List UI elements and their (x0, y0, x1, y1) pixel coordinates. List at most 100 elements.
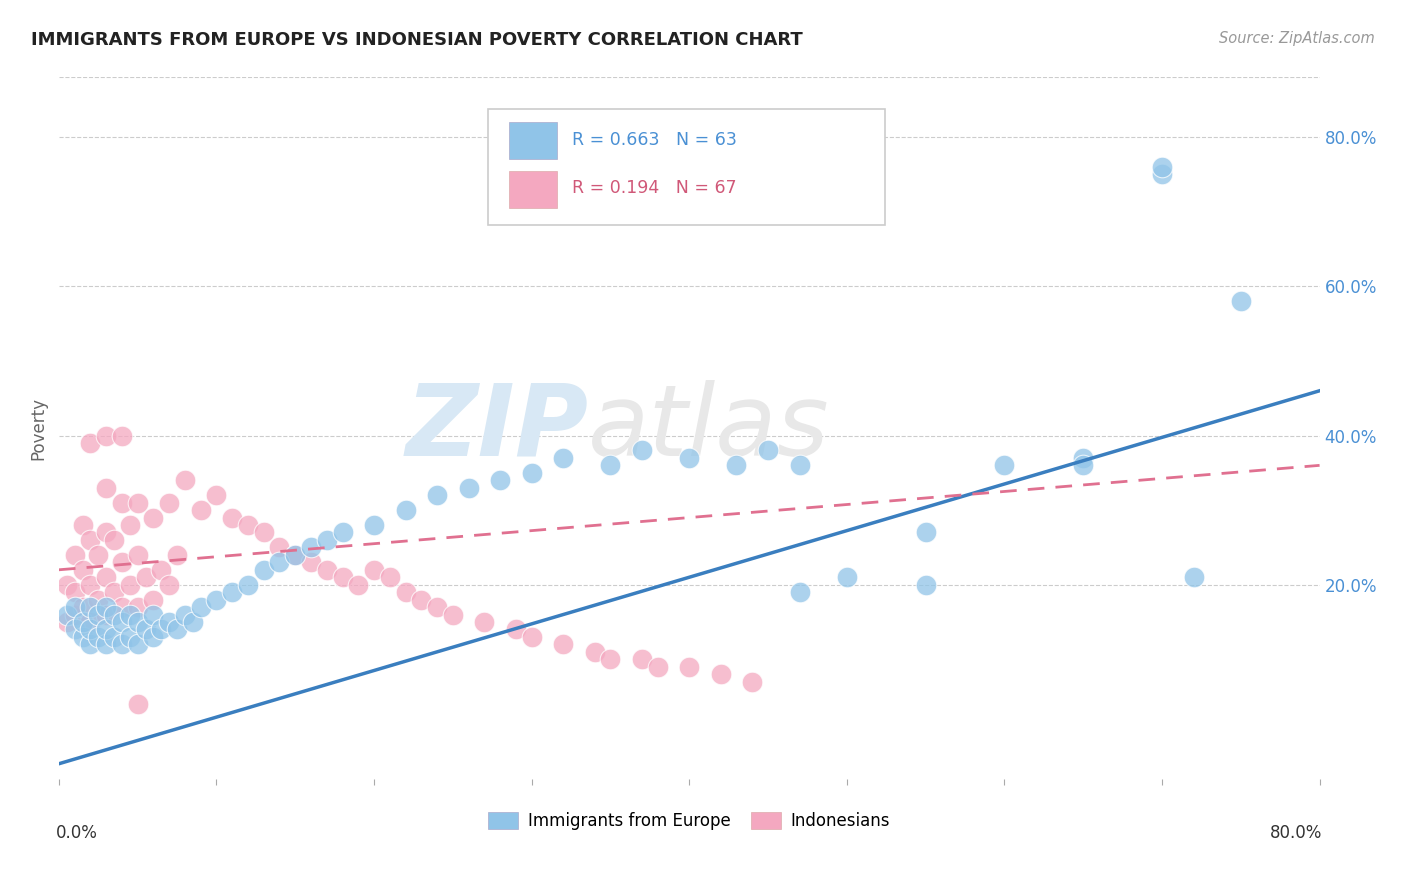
FancyBboxPatch shape (488, 109, 884, 225)
Point (394, 503, 416, 517)
Point (127, 548, 149, 562)
Point (142, 510, 165, 524)
Text: R = 0.194   N = 67: R = 0.194 N = 67 (572, 179, 737, 197)
Point (253, 525, 276, 540)
Point (520, 466, 543, 480)
Text: 80.0%: 80.0% (1270, 824, 1322, 842)
Text: 0.0%: 0.0% (56, 824, 98, 842)
Point (710, 667, 733, 681)
Point (142, 630, 165, 644)
Legend: Immigrants from Europe, Indonesians: Immigrants from Europe, Indonesians (481, 805, 897, 837)
Point (157, 615, 180, 629)
Point (79, 600, 101, 615)
Point (94, 525, 117, 540)
Point (363, 563, 385, 577)
Point (236, 518, 259, 533)
Point (269, 541, 291, 555)
Point (79, 533, 101, 547)
Point (135, 623, 157, 637)
Point (599, 652, 621, 666)
Point (315, 563, 337, 577)
Point (72, 563, 94, 577)
Text: ZIP: ZIP (405, 380, 588, 476)
Point (166, 623, 188, 637)
Point (299, 555, 322, 569)
Point (993, 458, 1015, 473)
Point (472, 615, 495, 629)
Point (157, 578, 180, 592)
Point (135, 570, 157, 584)
Point (111, 615, 134, 629)
Point (87, 592, 110, 607)
Point (631, 652, 654, 666)
Point (1071, 450, 1094, 465)
Point (205, 592, 228, 607)
Point (87, 607, 110, 622)
Point (118, 578, 141, 592)
Point (127, 496, 149, 510)
Point (127, 600, 149, 615)
Point (441, 607, 464, 622)
Point (174, 473, 197, 487)
Point (190, 600, 212, 615)
Point (181, 615, 204, 629)
Point (63, 623, 86, 637)
Point (72, 630, 94, 644)
Point (1071, 458, 1094, 473)
Point (835, 570, 858, 584)
Point (150, 623, 173, 637)
Point (190, 503, 212, 517)
Point (489, 473, 512, 487)
Point (111, 428, 134, 442)
Point (103, 585, 125, 599)
Point (553, 637, 575, 651)
Point (332, 525, 354, 540)
Point (1182, 570, 1205, 584)
Text: Source: ZipAtlas.com: Source: ZipAtlas.com (1219, 31, 1375, 46)
Point (411, 592, 433, 607)
Point (205, 488, 228, 502)
Bar (509, 122, 557, 160)
Point (678, 660, 700, 674)
Point (394, 585, 416, 599)
Text: IMMIGRANTS FROM EUROPE VS INDONESIAN POVERTY CORRELATION CHART: IMMIGRANTS FROM EUROPE VS INDONESIAN POV… (31, 31, 803, 49)
Point (142, 592, 165, 607)
Point (55, 615, 77, 629)
Point (647, 660, 669, 674)
Point (599, 458, 621, 473)
Point (118, 518, 141, 533)
Point (94, 570, 117, 584)
Point (914, 525, 936, 540)
Point (103, 607, 125, 622)
Point (127, 615, 149, 629)
Point (725, 458, 748, 473)
Point (94, 607, 117, 622)
Point (221, 585, 243, 599)
Point (63, 548, 86, 562)
Point (87, 630, 110, 644)
Point (94, 637, 117, 651)
Point (253, 563, 276, 577)
Point (79, 637, 101, 651)
Point (72, 518, 94, 533)
Point (741, 674, 763, 689)
Point (1229, 294, 1251, 309)
Point (111, 600, 134, 615)
Text: R = 0.663   N = 63: R = 0.663 N = 63 (572, 131, 737, 149)
Point (118, 630, 141, 644)
Point (426, 488, 449, 502)
Point (789, 458, 811, 473)
Point (347, 578, 370, 592)
Point (103, 533, 125, 547)
Point (118, 607, 141, 622)
Point (94, 600, 117, 615)
Point (678, 450, 700, 465)
Point (94, 623, 117, 637)
Point (94, 481, 117, 495)
Point (269, 555, 291, 569)
Point (914, 578, 936, 592)
Point (457, 481, 479, 495)
Point (72, 600, 94, 615)
Point (55, 607, 77, 622)
Point (583, 645, 606, 659)
